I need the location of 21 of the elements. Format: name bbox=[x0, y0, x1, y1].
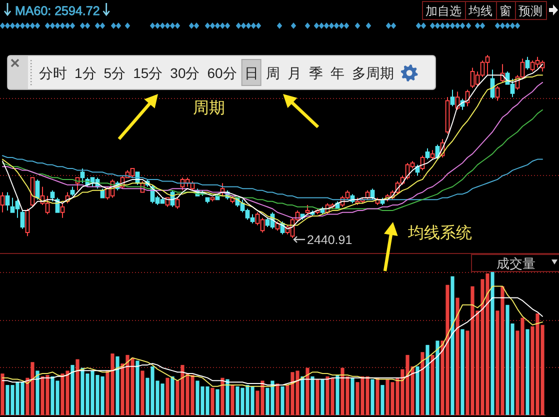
annotation: 1分 bbox=[74, 65, 96, 81]
text: 窗 bbox=[500, 4, 512, 18]
annotation: 5分 bbox=[104, 65, 126, 81]
text: 加自选 bbox=[426, 4, 462, 18]
annotation: 2440.91 bbox=[307, 233, 352, 247]
annotation: 60分 bbox=[207, 65, 237, 81]
annotation: 年 bbox=[330, 65, 344, 81]
annotation: 30分 bbox=[170, 65, 200, 81]
annotation: 周 bbox=[266, 65, 280, 81]
annotation: 日 bbox=[244, 65, 258, 81]
annotation: 分时 bbox=[39, 65, 67, 81]
chart-title: 成交量 bbox=[496, 256, 536, 271]
text: MA60: 2594.72 bbox=[15, 4, 100, 18]
text: 预测 bbox=[518, 4, 542, 18]
annotation: 季 bbox=[308, 65, 323, 81]
annotation: 15分 bbox=[133, 65, 163, 81]
annotation: 周期 bbox=[193, 98, 225, 117]
annotation: 均线系统 bbox=[407, 224, 472, 242]
annotation: 多周期 bbox=[352, 65, 394, 81]
text: 均线 bbox=[468, 4, 492, 18]
annotation: 月 bbox=[287, 65, 302, 81]
